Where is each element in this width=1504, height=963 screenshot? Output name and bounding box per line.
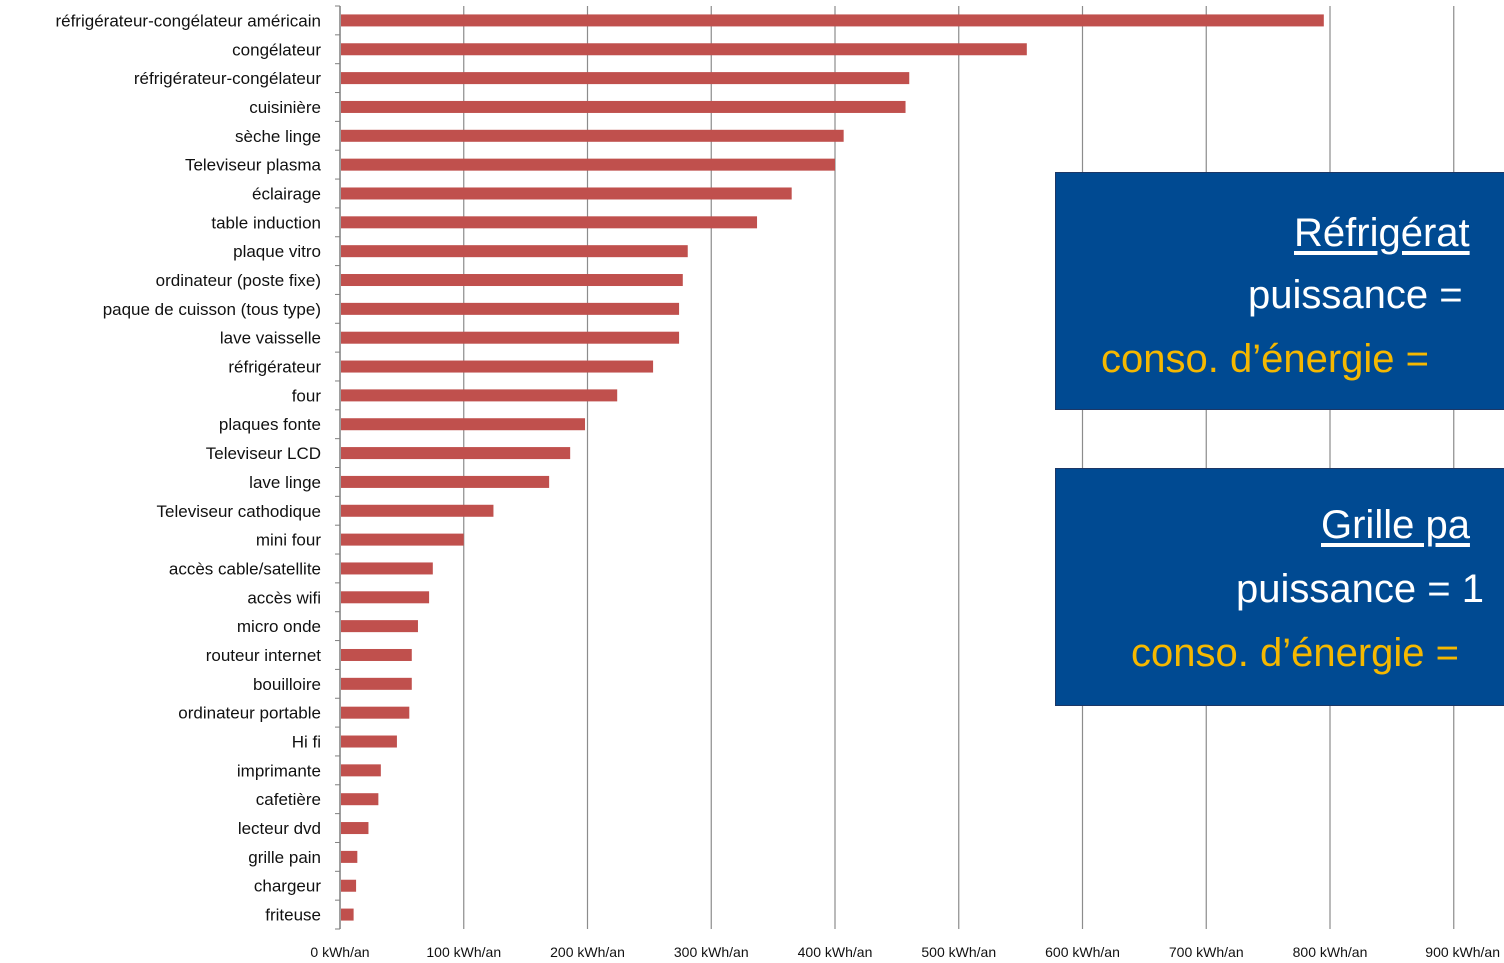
category-label: cafetière: [256, 790, 321, 809]
x-tick-label: 100 kWh/an: [426, 944, 501, 960]
x-tick-label: 200 kWh/an: [550, 944, 625, 960]
category-label: lave vaisselle: [220, 329, 321, 348]
bar: [341, 447, 571, 460]
bar: [341, 504, 494, 517]
category-label: imprimante: [237, 761, 321, 780]
bar: [341, 14, 1324, 27]
category-label: Televiseur plasma: [185, 156, 322, 175]
bar: [341, 187, 792, 200]
category-label: lave linge: [249, 473, 321, 492]
info-box-energy: conso. d’énergie =: [1131, 631, 1460, 675]
category-label: four: [292, 386, 322, 405]
bar: [341, 216, 758, 229]
category-label: congélateur: [232, 40, 321, 59]
bar: [341, 274, 683, 287]
bar: [341, 735, 397, 748]
info-box-energy: conso. d’énergie =: [1101, 337, 1430, 381]
bar: [341, 793, 379, 806]
x-tick-label: 600 kWh/an: [1045, 944, 1120, 960]
bar: [341, 158, 835, 171]
bar: [341, 129, 844, 142]
bar: [341, 677, 412, 690]
x-tick-label: 0 kWh/an: [310, 944, 369, 960]
category-label: Televiseur cathodique: [157, 502, 321, 521]
bars: [341, 14, 1324, 921]
category-label: Televiseur LCD: [206, 444, 321, 463]
info-box-title: Grille pa: [1321, 503, 1470, 547]
category-label: Hi fi: [292, 733, 321, 752]
info-box-refrigerateur: Réfrigérat puissance = conso. d’énergie …: [1055, 172, 1504, 410]
category-labels: réfrigérateur-congélateur américain congé…: [55, 11, 321, 924]
category-label: ordinateur portable: [178, 704, 321, 723]
category-label: micro onde: [237, 617, 321, 636]
bar: [341, 418, 586, 431]
bar: [341, 850, 358, 863]
bar: [341, 706, 410, 719]
category-label: réfrigérateur-congélateur: [134, 69, 321, 88]
category-label: friteuse: [265, 906, 321, 925]
info-box-title: Réfrigérat: [1294, 211, 1470, 255]
bar: [341, 562, 433, 575]
bar: [341, 591, 430, 604]
bar: [341, 72, 910, 85]
category-label: accès wifi: [247, 588, 321, 607]
bar: [341, 764, 381, 777]
bar: [341, 360, 654, 373]
x-tick-label: 800 kWh/an: [1293, 944, 1368, 960]
bar: [341, 620, 418, 633]
x-tick-label: 900 kWh/an: [1425, 944, 1500, 960]
x-tick-label: 500 kWh/an: [921, 944, 996, 960]
bar: [341, 533, 464, 546]
info-box-grille-pain: Grille pa puissance = 1 conso. d’énergie…: [1055, 468, 1504, 706]
category-label: accès cable/satellite: [169, 559, 321, 578]
x-tick-labels: 0 kWh/an 100 kWh/an 200 kWh/an 300 kWh/an 40…: [310, 944, 1500, 960]
category-label: mini four: [256, 531, 322, 550]
info-box-power: puissance =: [1248, 273, 1463, 317]
category-label: ordinateur (poste fixe): [156, 271, 321, 290]
category-label: lecteur dvd: [238, 819, 321, 838]
bar: [341, 879, 357, 892]
info-box-power: puissance = 1: [1236, 567, 1484, 611]
category-label: cuisinière: [249, 98, 321, 117]
category-label: sèche linge: [235, 127, 321, 146]
bar: [341, 43, 1027, 56]
bar: [341, 331, 680, 344]
bar: [341, 475, 550, 488]
category-label: plaques fonte: [219, 415, 321, 434]
category-label: réfrigérateur-congélateur américain: [55, 11, 321, 30]
category-label: éclairage: [252, 184, 321, 203]
category-label: paque de cuisson (tous type): [103, 300, 321, 319]
bar: [341, 648, 412, 661]
category-label: chargeur: [254, 877, 321, 896]
x-tick-label: 700 kWh/an: [1169, 944, 1244, 960]
category-label: table induction: [211, 213, 321, 232]
category-label: bouilloire: [253, 675, 321, 694]
x-tick-label: 400 kWh/an: [798, 944, 873, 960]
x-tick-label: 300 kWh/an: [674, 944, 749, 960]
category-label: réfrigérateur: [228, 358, 321, 377]
bar: [341, 100, 906, 113]
bar: [341, 822, 369, 835]
category-label: grille pain: [248, 848, 321, 867]
category-label: plaque vitro: [233, 242, 321, 261]
category-label: routeur internet: [206, 646, 322, 665]
bar: [341, 245, 688, 258]
bar: [341, 389, 618, 402]
bar: [341, 908, 354, 921]
bar: [341, 302, 680, 315]
